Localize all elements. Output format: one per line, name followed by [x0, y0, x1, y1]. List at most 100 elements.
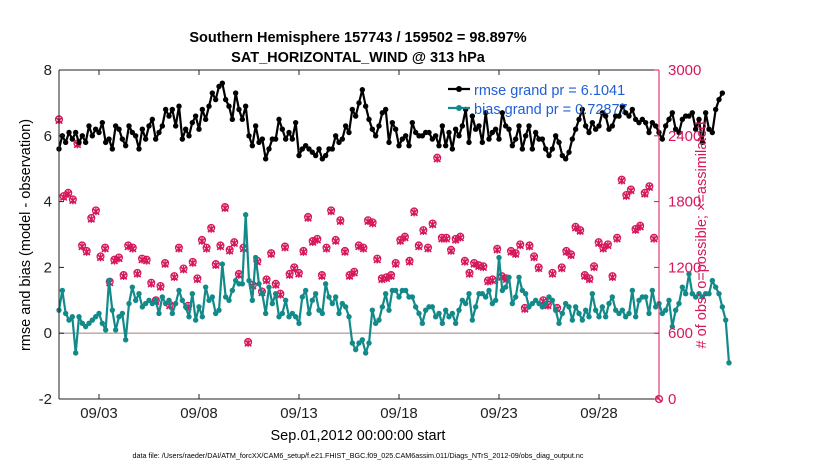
- bias-point: [382, 291, 389, 297]
- bias-point: [112, 327, 119, 333]
- bias-point: [709, 277, 716, 284]
- rmse-point: [419, 133, 426, 139]
- bias-point: [706, 291, 712, 297]
- obs-assimilated-point: [488, 276, 497, 285]
- rmse-point: [352, 113, 359, 119]
- bias-point: [306, 310, 312, 317]
- bias-point: [672, 307, 679, 313]
- rmse-point: [132, 133, 139, 139]
- bias-point: [76, 314, 82, 320]
- rmse-point: [229, 116, 236, 123]
- bias-point: [562, 300, 569, 307]
- rmse-point: [636, 119, 642, 126]
- rmse-point: [69, 136, 76, 142]
- obs-assimilated-point: [470, 260, 478, 268]
- rmse-point: [289, 136, 296, 142]
- rmse-point: [559, 152, 566, 159]
- rmse-point: [529, 146, 536, 152]
- rmse-point: [699, 139, 706, 146]
- obs-assimilated-point: [415, 242, 423, 251]
- rmse-point: [696, 116, 702, 123]
- bias-point: [679, 284, 686, 290]
- rmse-point: [539, 136, 546, 142]
- bias-point: [326, 294, 332, 300]
- obs-assimilated-point: [207, 225, 215, 233]
- rmse-point: [92, 126, 99, 132]
- bias-point: [636, 297, 642, 303]
- rmse-point: [426, 129, 432, 136]
- x-tick-label: 09/13: [280, 405, 318, 422]
- rmse-point: [626, 113, 632, 119]
- rmse-point: [72, 129, 79, 136]
- bias-point: [496, 254, 502, 261]
- bias-point: [239, 281, 246, 287]
- bias-point: [516, 274, 522, 280]
- obs-assimilated-point: [350, 269, 358, 277]
- rmse-point: [302, 142, 309, 149]
- obs-assimilated-point: [525, 242, 534, 251]
- rmse-point: [166, 113, 172, 119]
- rmse-point: [96, 129, 102, 136]
- bias-point: [429, 304, 436, 310]
- obs-count-series: [54, 115, 664, 404]
- obs-assimilated-point: [87, 215, 96, 223]
- obs-assimilated-point: [272, 281, 280, 289]
- rmse-point: [509, 142, 516, 149]
- rmse-point: [499, 110, 506, 116]
- rmse-point: [652, 123, 659, 129]
- bias-point: [726, 360, 732, 366]
- y-left-tick-label: 4: [44, 194, 52, 211]
- bias-point: [522, 291, 529, 297]
- obs-assimilated-point: [442, 235, 451, 243]
- bias-point: [552, 307, 559, 313]
- bias-point: [119, 310, 126, 317]
- obs-assimilated-point: [419, 227, 428, 236]
- bias-point: [519, 287, 526, 294]
- bias-point: [716, 291, 722, 297]
- rmse-point: [256, 139, 262, 146]
- bias-point: [259, 291, 266, 297]
- rmse-point: [709, 129, 716, 136]
- rmse-point: [89, 133, 96, 139]
- rmse-point: [196, 126, 202, 132]
- obs-assimilated-point: [636, 223, 644, 231]
- rmse-point: [479, 139, 486, 146]
- obs-assimilated-point: [571, 224, 580, 232]
- chart-title-line1: Southern Hemisphere 157743 / 159502 = 98…: [189, 30, 526, 46]
- obs-assimilated-point: [576, 227, 584, 236]
- bias-point: [159, 294, 166, 300]
- rmse-point: [489, 129, 496, 136]
- rmse-point: [599, 110, 606, 116]
- obs-assimilated-point: [516, 241, 525, 250]
- rmse-point: [679, 116, 686, 123]
- rmse-point: [596, 123, 602, 129]
- obs-assimilated-point: [548, 270, 557, 278]
- rmse-point: [319, 156, 326, 162]
- rmse-point: [569, 136, 576, 142]
- rmse-point: [76, 139, 82, 146]
- bias-point: [96, 310, 102, 317]
- bias-point: [206, 297, 212, 303]
- rmse-point: [316, 146, 322, 152]
- bias-point: [196, 304, 202, 310]
- bias-point: [509, 300, 516, 307]
- obs-assimilated-point: [355, 242, 363, 251]
- x-axis-label: Sep.01,2012 00:00:00 start: [271, 428, 446, 444]
- bias-point: [539, 304, 546, 310]
- rmse-point: [592, 126, 599, 132]
- x-tick-label: 09/23: [480, 405, 518, 422]
- obs-assimilated-point: [511, 250, 520, 259]
- rmse-point: [549, 146, 556, 152]
- y-right-tick-label: 1800: [668, 194, 701, 211]
- chart-title-line2: SAT_HORIZONTAL_WIND @ 313 hPa: [231, 50, 486, 66]
- bias-point: [372, 320, 379, 327]
- rmse-point: [522, 133, 529, 139]
- obs-assimilated-point: [244, 339, 252, 347]
- obs-assimilated-point: [119, 272, 128, 280]
- rmse-point: [189, 119, 196, 126]
- obs-assimilated-point: [331, 237, 340, 245]
- obs-assimilated-point: [608, 273, 617, 282]
- rmse-point: [342, 123, 349, 129]
- rmse-point: [716, 96, 722, 103]
- obs-assimilated-point: [193, 275, 202, 284]
